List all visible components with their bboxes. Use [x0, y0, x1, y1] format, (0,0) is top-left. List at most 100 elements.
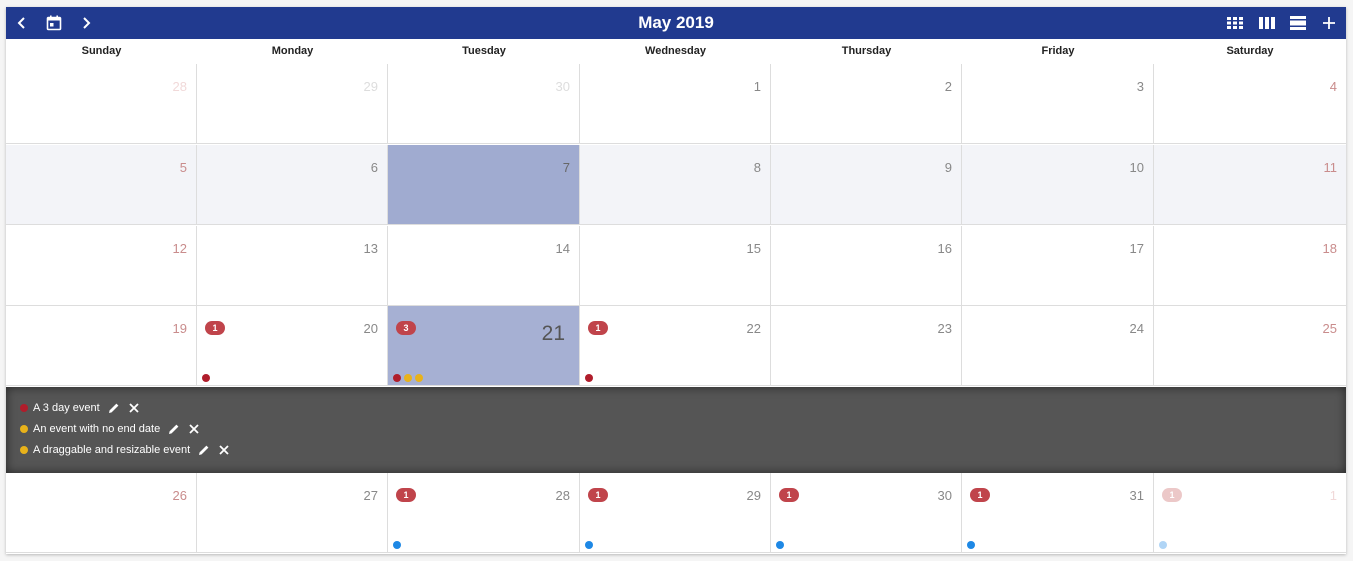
day-cell[interactable]: 14 — [388, 226, 580, 306]
event-dots — [393, 374, 423, 382]
day-cell[interactable]: 3 — [962, 64, 1154, 144]
month-view-icon[interactable] — [1224, 7, 1246, 39]
event-dot — [776, 541, 784, 549]
chevron-right-icon[interactable] — [76, 7, 96, 39]
day-number: 12 — [172, 241, 187, 256]
weekday-label: Sunday — [81, 45, 122, 57]
day-number: 17 — [1129, 241, 1144, 256]
day-number: 10 — [1129, 160, 1144, 175]
calendar-toolbar: May 2019 — [6, 7, 1346, 39]
day-number: 1 — [1329, 488, 1337, 503]
week-view-icon[interactable] — [1256, 7, 1278, 39]
day-cell[interactable]: 23 — [771, 306, 962, 386]
event-item[interactable]: An event with no end date — [20, 419, 199, 439]
week-row: 28 29 30 1 2 3 4 — [6, 64, 1346, 144]
pencil-icon[interactable] — [168, 423, 180, 435]
event-dot — [202, 374, 210, 382]
day-number: 16 — [937, 241, 952, 256]
month-title: May 2019 — [638, 13, 714, 32]
day-number: 6 — [370, 160, 378, 175]
day-cell[interactable]: 22 1 — [580, 306, 771, 386]
event-title[interactable]: An event with no end date — [33, 423, 161, 435]
day-cell[interactable]: 18 — [1154, 226, 1346, 306]
close-icon[interactable] — [219, 445, 229, 455]
day-cell[interactable]: 16 — [771, 226, 962, 306]
event-item[interactable]: A 3 day event — [20, 398, 139, 418]
day-number: 28 — [172, 79, 187, 94]
day-cell[interactable]: 6 — [197, 145, 388, 225]
day-number: 26 — [172, 488, 187, 503]
day-cell[interactable]: 21 3 — [388, 306, 580, 386]
day-cell[interactable]: 11 — [1154, 145, 1346, 225]
day-cell[interactable]: 20 1 — [197, 306, 388, 386]
add-icon[interactable] — [1319, 7, 1339, 39]
day-cell[interactable]: 30 — [388, 64, 580, 144]
event-count-badge: 1 — [588, 321, 608, 335]
calendar-today-icon[interactable] — [43, 7, 65, 39]
day-cell[interactable]: 25 — [1154, 306, 1346, 386]
day-number: 27 — [363, 488, 378, 503]
event-dots — [1159, 541, 1167, 549]
week-row: 19 20 1 21 3 22 1 23 24 25 — [6, 306, 1346, 386]
day-number: 24 — [1129, 321, 1144, 336]
day-number: 19 — [172, 321, 187, 336]
day-cell[interactable]: 1 — [580, 64, 771, 144]
day-cell[interactable]: 17 — [962, 226, 1154, 306]
day-cell[interactable]: 30 1 — [771, 473, 962, 553]
event-dot — [585, 541, 593, 549]
day-cell[interactable]: 31 1 — [962, 473, 1154, 553]
day-cell[interactable]: 5 — [6, 145, 197, 225]
day-number: 4 — [1329, 79, 1337, 94]
day-number: 20 — [363, 321, 378, 336]
day-number: 30 — [937, 488, 952, 503]
event-dots — [202, 374, 210, 382]
day-cell[interactable]: 29 1 — [580, 473, 771, 553]
day-cell[interactable]: 19 — [6, 306, 197, 386]
day-cell[interactable]: 12 — [6, 226, 197, 306]
day-cell[interactable]: 15 — [580, 226, 771, 306]
day-number: 5 — [179, 160, 187, 175]
chevron-left-icon[interactable] — [12, 7, 32, 39]
day-cell[interactable]: 7 — [388, 145, 580, 225]
event-dots — [585, 374, 593, 382]
day-number: 13 — [363, 241, 378, 256]
day-number: 14 — [555, 241, 570, 256]
day-number: 23 — [937, 321, 952, 336]
day-cell[interactable]: 26 — [6, 473, 197, 553]
event-item[interactable]: A draggable and resizable event — [20, 440, 229, 460]
day-cell[interactable]: 10 — [962, 145, 1154, 225]
weekday-label: Monday — [271, 45, 314, 57]
day-cell[interactable]: 2 — [771, 64, 962, 144]
day-cell[interactable]: 24 — [962, 306, 1154, 386]
day-cell[interactable]: 29 — [197, 64, 388, 144]
day-cell[interactable]: 13 — [197, 226, 388, 306]
event-title[interactable]: A 3 day event — [33, 402, 100, 414]
day-cell[interactable]: 8 — [580, 145, 771, 225]
pencil-icon[interactable] — [108, 402, 120, 414]
event-dot — [415, 374, 423, 382]
day-cell[interactable]: 28 — [6, 64, 197, 144]
day-cell[interactable]: 28 1 — [388, 473, 580, 553]
day-cell[interactable]: 4 — [1154, 64, 1346, 144]
pencil-icon[interactable] — [198, 444, 210, 456]
day-cell[interactable]: 27 — [197, 473, 388, 553]
weekday-header: Sunday Monday Tuesday Wednesday Thursday Frid… — [6, 39, 1346, 65]
event-color-dot — [20, 425, 28, 433]
weekday-label: Saturday — [1226, 45, 1274, 57]
day-number: 31 — [1129, 488, 1144, 503]
event-count-badge: 1 — [588, 488, 608, 502]
day-number: 25 — [1322, 321, 1337, 336]
day-number: 18 — [1322, 241, 1337, 256]
day-view-icon[interactable] — [1287, 7, 1309, 39]
event-title[interactable]: A draggable and resizable event — [33, 444, 191, 456]
close-icon[interactable] — [129, 403, 139, 413]
day-number: 8 — [753, 160, 761, 175]
close-icon[interactable] — [189, 424, 199, 434]
day-number: 7 — [562, 160, 570, 175]
day-number: 28 — [555, 488, 570, 503]
event-count-badge: 3 — [396, 321, 416, 335]
event-count-badge: 1 — [779, 488, 799, 502]
day-cell[interactable]: 9 — [771, 145, 962, 225]
day-number: 1 — [753, 79, 761, 94]
